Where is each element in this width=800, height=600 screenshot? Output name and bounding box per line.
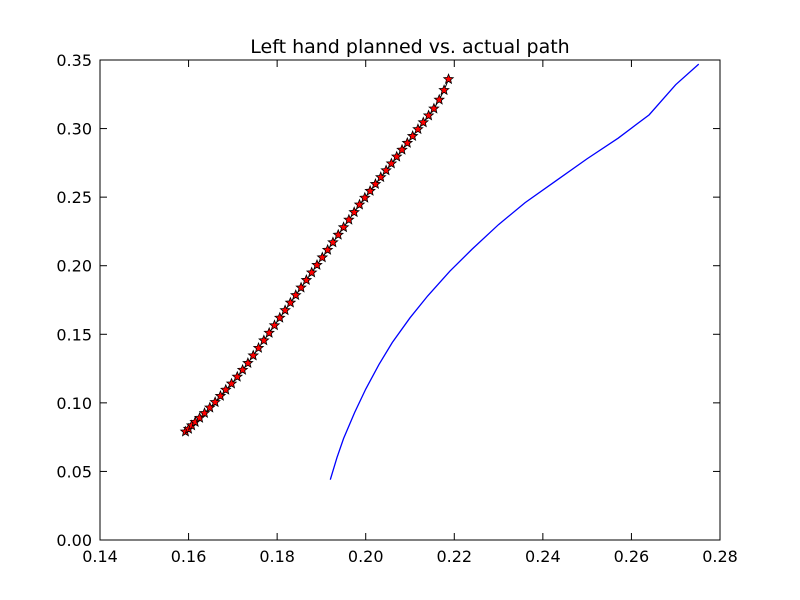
data-point-star: [417, 116, 430, 128]
data-point-star: [422, 109, 435, 121]
data-point-star: [412, 123, 424, 135]
data-point-star: [327, 236, 339, 248]
y-tick-label: 0.05: [56, 462, 92, 481]
ticks-layer: 0.14 0.16 0.18 0.20 0.22 0.24 0.26 0.28 0.00 0.05…: [56, 51, 737, 566]
data-point-star: [311, 258, 323, 270]
data-point-star: [359, 191, 371, 203]
data-point-star: [337, 221, 350, 233]
data-point-star: [263, 326, 275, 338]
y-tick-label: 0.10: [56, 394, 92, 413]
data-point-star: [220, 383, 232, 395]
data-point-star: [343, 213, 355, 225]
x-tick-label: 0.26: [614, 547, 650, 566]
x-tick-label: 0.18: [259, 547, 295, 566]
data-point-star: [284, 296, 297, 308]
data-point-star: [242, 357, 254, 368]
data-point-star: [198, 407, 211, 419]
chart-title: Left hand planned vs. actual path: [250, 36, 569, 58]
data-point-star: [353, 198, 366, 210]
x-tick-label: 0.16: [171, 547, 207, 566]
data-point-star: [316, 251, 329, 263]
data-point-star: [247, 349, 259, 361]
x-tick-label: 0.22: [436, 547, 472, 566]
series-line-actual: [329, 63, 700, 480]
data-point-star: [390, 150, 403, 162]
y-tick-label: 0.25: [56, 188, 92, 207]
data-point-star: [225, 377, 238, 389]
data-point-star: [236, 363, 249, 375]
y-tick-label: 0.20: [56, 257, 92, 276]
plot-frame: [99, 59, 721, 541]
data-point-star: [289, 289, 302, 301]
x-tick-label: 0.20: [348, 547, 384, 566]
data-point-star: [231, 370, 244, 382]
data-point-star: [442, 73, 455, 85]
data-point-star: [364, 184, 376, 196]
data-point-star: [295, 281, 307, 293]
data-point-star: [332, 228, 345, 240]
data-point-star: [268, 319, 281, 331]
data-point-star: [321, 243, 334, 255]
y-tick-label: 0.35: [56, 51, 92, 70]
data-point-star: [396, 143, 408, 155]
x-tick-label: 0.14: [82, 547, 118, 566]
data-point-star: [204, 401, 216, 413]
data-point-star: [258, 334, 270, 346]
data-point-star: [274, 311, 286, 323]
data-point-star: [369, 178, 382, 190]
data-point-star: [305, 266, 318, 278]
data-point-star: [300, 274, 313, 286]
data-point-star: [252, 341, 265, 353]
x-tick-label: 0.24: [525, 547, 561, 566]
data-point-star: [214, 389, 227, 401]
data-point-star: [375, 171, 387, 183]
data-point-star: [433, 93, 445, 105]
x-tick-label: 0.28: [702, 547, 738, 566]
data-point-star: [209, 396, 221, 408]
data-point-star: [428, 102, 440, 114]
y-tick-label: 0.15: [56, 325, 92, 344]
y-tick-label: 0.00: [56, 531, 92, 550]
data-point-star: [401, 136, 414, 148]
data-point-star: [406, 130, 419, 142]
data-point-star: [348, 206, 360, 218]
data-point-star: [279, 304, 291, 316]
data-point-star: [385, 157, 398, 169]
y-tick-label: 0.30: [56, 120, 92, 139]
series-layer: [179, 63, 700, 480]
data-point-star: [438, 84, 450, 96]
data-point-star: [380, 164, 392, 176]
